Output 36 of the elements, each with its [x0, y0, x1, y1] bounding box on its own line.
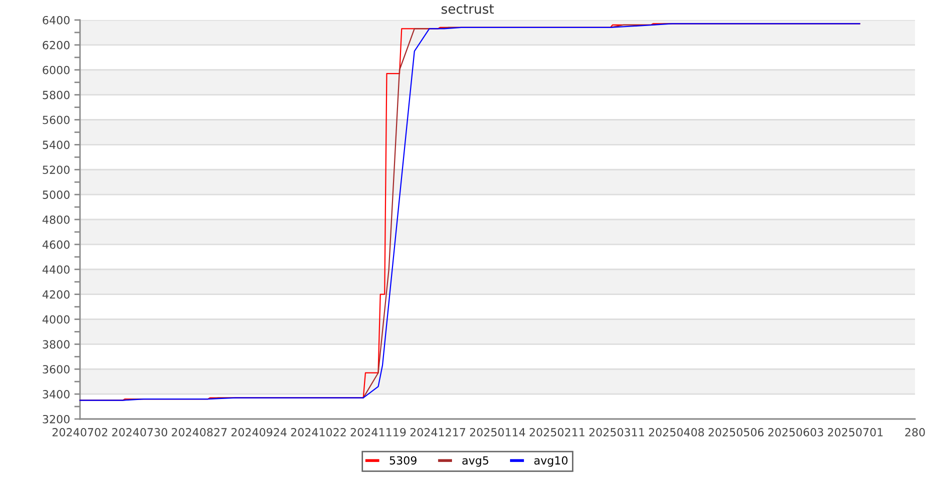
- legend-label: avg10: [534, 456, 568, 467]
- chart-title: sectrust: [442, 4, 494, 14]
- x-tick-label: 20250211: [530, 428, 584, 436]
- y-tick-label: 3800: [42, 340, 70, 349]
- y-tick-label: 6200: [42, 40, 70, 50]
- legend-label: avg5: [462, 456, 488, 467]
- y-tick-label: 3400: [42, 390, 70, 398]
- x-tick-label: 20240924: [231, 428, 287, 436]
- x-tick-label: 20250506: [708, 428, 764, 436]
- x-tick-label: 20250603: [768, 428, 824, 436]
- y-tick-label: 4200: [42, 290, 70, 299]
- y-tick-label: 4600: [42, 240, 70, 249]
- y-tick-label: 3200: [42, 414, 70, 424]
- x-tick-label: 20250311: [589, 428, 644, 436]
- y-tick-label: 5600: [42, 116, 70, 124]
- x-tick-label: 280: [905, 428, 925, 436]
- y-tick-label: 6400: [42, 16, 70, 24]
- x-tick-label: 20240730: [112, 428, 168, 436]
- y-tick-label: 5200: [42, 166, 70, 174]
- x-tick-label: 20250408: [648, 428, 704, 436]
- y-tick-label: 4800: [42, 215, 70, 224]
- y-tick-label: 5800: [42, 90, 70, 100]
- x-tick-label: 20241119: [350, 428, 406, 436]
- y-tick-label: 6000: [42, 66, 70, 74]
- y-tick-label: 4400: [42, 265, 70, 274]
- x-tick-label: 20241217: [410, 428, 466, 436]
- y-tick-label: 5400: [42, 140, 70, 150]
- y-tick-label: 5000: [42, 190, 70, 199]
- y-tick-label: 3600: [42, 365, 70, 374]
- x-tick-label: 20250114: [470, 428, 526, 436]
- x-tick-label: 20240827: [172, 428, 227, 436]
- x-tick-label: 20250701: [828, 428, 883, 436]
- y-tick-label: 4000: [42, 315, 70, 324]
- x-tick-label: 20241022: [291, 428, 346, 436]
- x-tick-label: 20240702: [52, 428, 108, 436]
- legend-label: 5309: [390, 456, 416, 465]
